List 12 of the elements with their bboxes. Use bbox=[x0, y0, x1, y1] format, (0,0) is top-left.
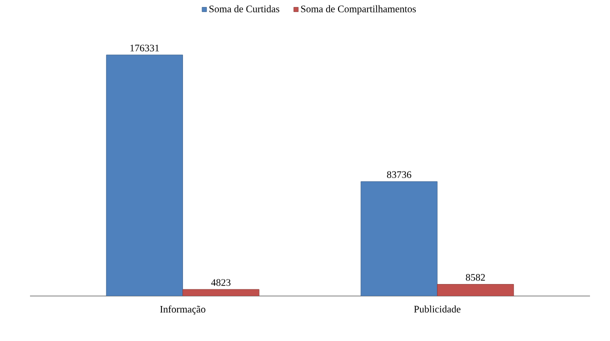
bar bbox=[437, 284, 514, 296]
x-tick-label: Publicidade bbox=[414, 305, 460, 313]
x-tick-label: Informação bbox=[160, 305, 206, 315]
bar bbox=[106, 54, 183, 296]
legend-label: Soma de Curtidas bbox=[209, 5, 280, 12]
data-label: 4823 bbox=[211, 279, 230, 286]
bar bbox=[360, 181, 438, 296]
data-label: 83736 bbox=[387, 171, 412, 178]
bar bbox=[182, 289, 260, 296]
data-label: 8582 bbox=[466, 274, 485, 281]
legend-label: Soma de Compartilhamentos bbox=[301, 5, 416, 14]
data-label: 176331 bbox=[130, 44, 159, 52]
